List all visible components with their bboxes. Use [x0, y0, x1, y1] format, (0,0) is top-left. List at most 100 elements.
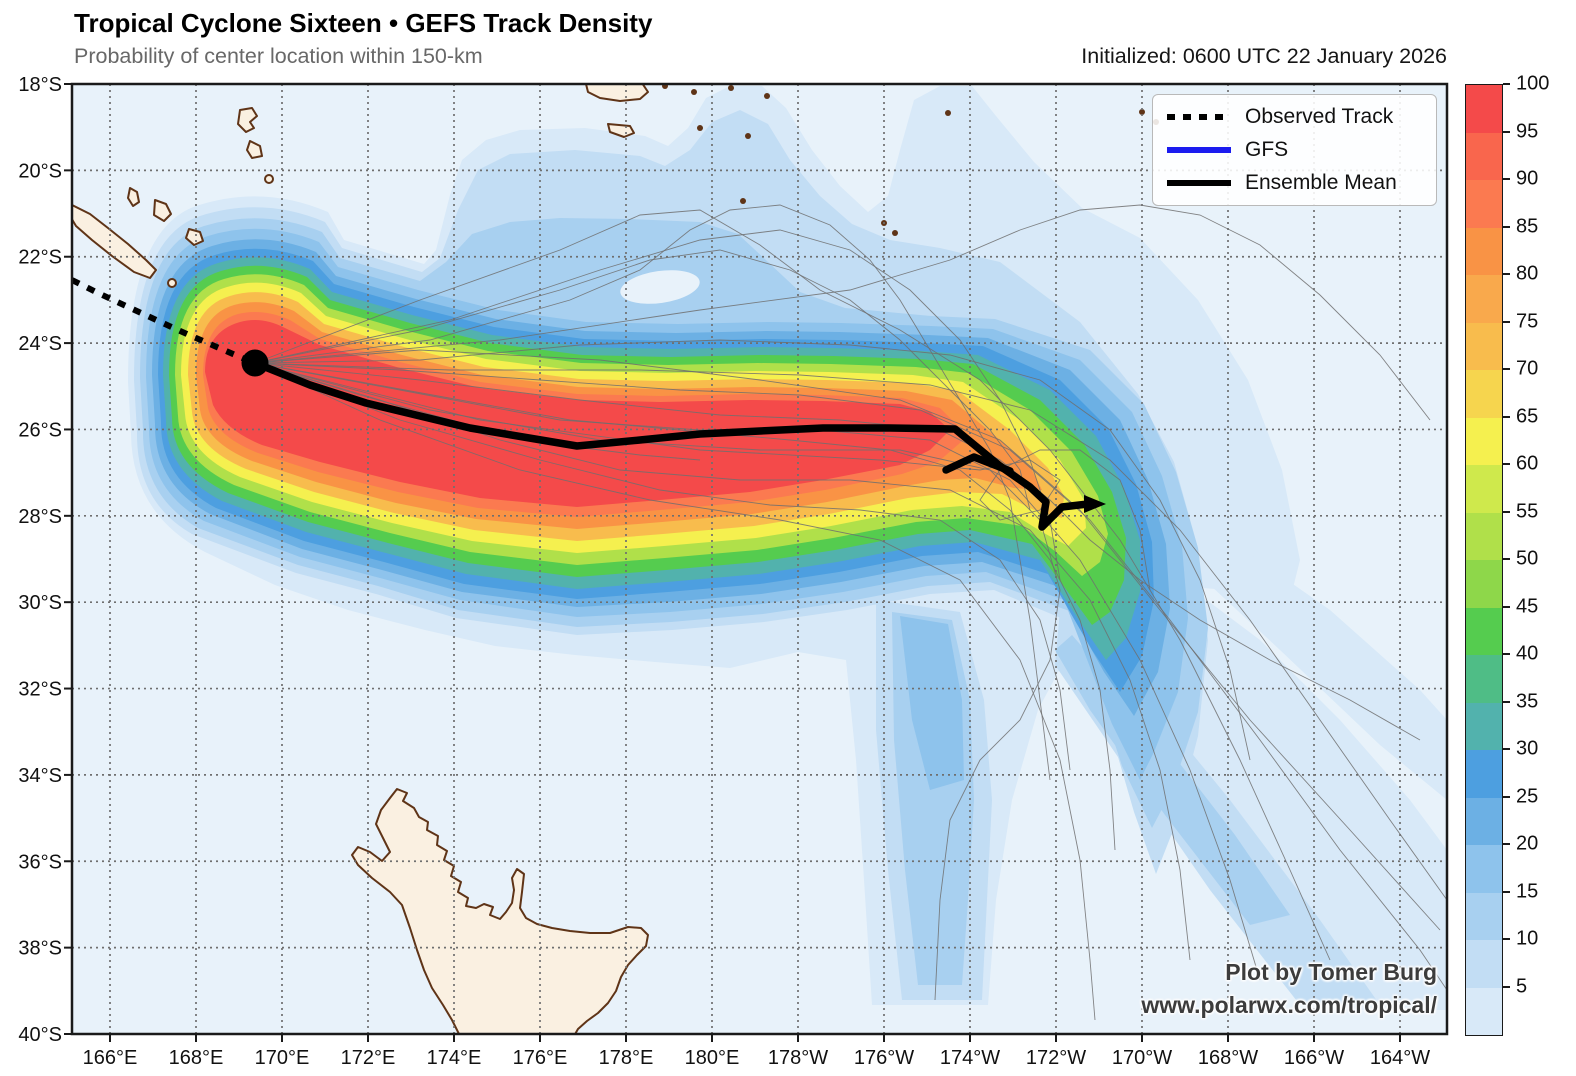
lon-tick-label: 166°W	[1284, 1047, 1344, 1069]
colorbar-tick	[1503, 83, 1510, 86]
legend-swatch-ensemble-mean	[1167, 179, 1231, 186]
axis-ticks	[64, 83, 1401, 1042]
colorbar-segment	[1466, 560, 1502, 608]
lat-tick-label: 40°S	[18, 1024, 62, 1046]
credit-text: Plot by Tomer Burg www.polarwx.com/tropi…	[1141, 956, 1437, 1021]
small-island	[697, 125, 703, 131]
legend-label: Observed Track	[1245, 105, 1394, 129]
lon-tick-label: 174°E	[427, 1047, 482, 1069]
land-vanuatu	[153, 199, 172, 222]
ensemble-member-track	[254, 249, 1031, 511]
track-density-shading	[128, 86, 1447, 1010]
colorbar-segment	[1466, 750, 1502, 798]
lat-tick-label: 26°S	[18, 419, 62, 441]
lat-tick-label: 30°S	[18, 592, 62, 614]
land-fiji-viti-levu	[584, 84, 649, 102]
plot-subtitle: Probability of center location within 15…	[74, 44, 483, 68]
land-vanuatu	[185, 228, 204, 246]
colorbar-segment	[1466, 227, 1502, 275]
colorbar-tick-label: 70	[1516, 357, 1539, 380]
ensemble-mean-endpoint	[1084, 495, 1106, 513]
colorbar-tick	[1503, 748, 1510, 751]
credit-url: www.polarwx.com/tropical/	[1141, 991, 1437, 1018]
land-new-caledonia	[72, 203, 157, 279]
colorbar-segment	[1466, 322, 1502, 370]
colorbar-segment	[1466, 987, 1502, 1035]
ensemble-member-tracks	[254, 204, 1447, 1021]
colorbar-tick	[1503, 130, 1510, 133]
colorbar-segment	[1466, 512, 1502, 560]
colorbar-tick	[1503, 415, 1510, 418]
lon-tick-label: 180°E	[685, 1047, 740, 1069]
graticule	[72, 84, 1447, 1034]
land-vanuatu	[264, 174, 274, 184]
ensemble-member-track	[254, 362, 1116, 851]
lon-tick-label: 178°W	[768, 1047, 828, 1069]
colorbar-tick-label: 15	[1516, 880, 1539, 902]
colorbar-segment	[1466, 132, 1502, 180]
small-island	[764, 93, 770, 99]
small-island	[745, 133, 751, 139]
colorbar-tick	[1503, 225, 1510, 228]
ensemble-member-track	[254, 362, 1447, 991]
colorbar-tick-label: 20	[1516, 832, 1539, 855]
lon-tick-label: 172°W	[1026, 1047, 1086, 1069]
colorbar-tick-label: 40	[1516, 642, 1539, 665]
credit-author: Plot by Tomer Burg	[1225, 959, 1437, 985]
small-island	[945, 110, 951, 116]
map-legend: Observed Track GFS Ensemble Mean	[1152, 94, 1437, 206]
map-frame	[70, 82, 1449, 1036]
small-islands	[662, 84, 1159, 236]
legend-item: Ensemble Mean	[1153, 171, 1436, 195]
latitude-axis-labels: 18°S 20°S 22°S 24°S 26°S 28°S 30°S 32°S 34°S 36°S…	[18, 74, 62, 1046]
ensemble-member-track	[254, 362, 1151, 591]
colorbar-segment	[1466, 797, 1502, 845]
colorbar-segment	[1466, 370, 1502, 418]
lon-tick-label: 178°E	[599, 1047, 654, 1069]
current-position-dot	[241, 349, 269, 377]
colorbar-tick-label: 30	[1516, 737, 1539, 760]
lat-tick-label: 36°S	[18, 851, 62, 873]
lon-tick-label: 168°W	[1198, 1047, 1258, 1069]
small-island	[691, 89, 697, 95]
colorbar-tick-label: 10	[1516, 927, 1539, 950]
legend-label: GFS	[1245, 137, 1289, 161]
colorbar-tick-label: 60	[1516, 452, 1539, 475]
colorbar-tick	[1503, 558, 1510, 561]
lat-tick-label: 34°S	[18, 765, 62, 787]
colorbar-segment	[1466, 702, 1502, 750]
ensemble-member-track	[254, 229, 1061, 581]
lon-tick-label: 170°W	[1112, 1047, 1172, 1069]
colorbar-segment	[1466, 180, 1502, 228]
colorbar-tick-label: 90	[1516, 167, 1539, 190]
lat-tick-label: 20°S	[18, 160, 62, 182]
legend-item: GFS	[1153, 138, 1436, 162]
colorbar-segment	[1466, 655, 1502, 703]
lon-tick-label: 176°E	[513, 1047, 568, 1069]
lon-tick-label: 174°W	[940, 1047, 1000, 1069]
land-vanuatu	[237, 107, 258, 133]
probability-colorbar	[1465, 84, 1503, 1036]
colorbar-segment	[1466, 417, 1502, 465]
lat-tick-label: 32°S	[18, 679, 62, 701]
lat-tick-label: 38°S	[18, 938, 62, 960]
small-island	[1139, 109, 1145, 115]
ensemble-mean-branch	[942, 453, 1014, 475]
lat-tick-label: 18°S	[18, 74, 62, 96]
colorbar-tick	[1503, 320, 1510, 323]
lon-tick-label: 166°E	[83, 1047, 138, 1069]
small-island	[728, 85, 734, 91]
colorbar-tick	[1503, 178, 1510, 181]
ensemble-member-track	[254, 362, 1071, 771]
small-island	[892, 230, 898, 236]
colorbar-tick	[1503, 938, 1510, 941]
colorbar-tick	[1503, 890, 1510, 893]
lon-tick-label: 176°W	[854, 1047, 914, 1069]
colorbar-tick-label: 80	[1516, 262, 1539, 285]
colorbar-segment	[1466, 607, 1502, 655]
land-isle-of-pines	[167, 278, 177, 288]
colorbar-tick	[1503, 795, 1510, 798]
small-island	[740, 198, 746, 204]
colorbar-tick-label: 35	[1516, 690, 1539, 712]
